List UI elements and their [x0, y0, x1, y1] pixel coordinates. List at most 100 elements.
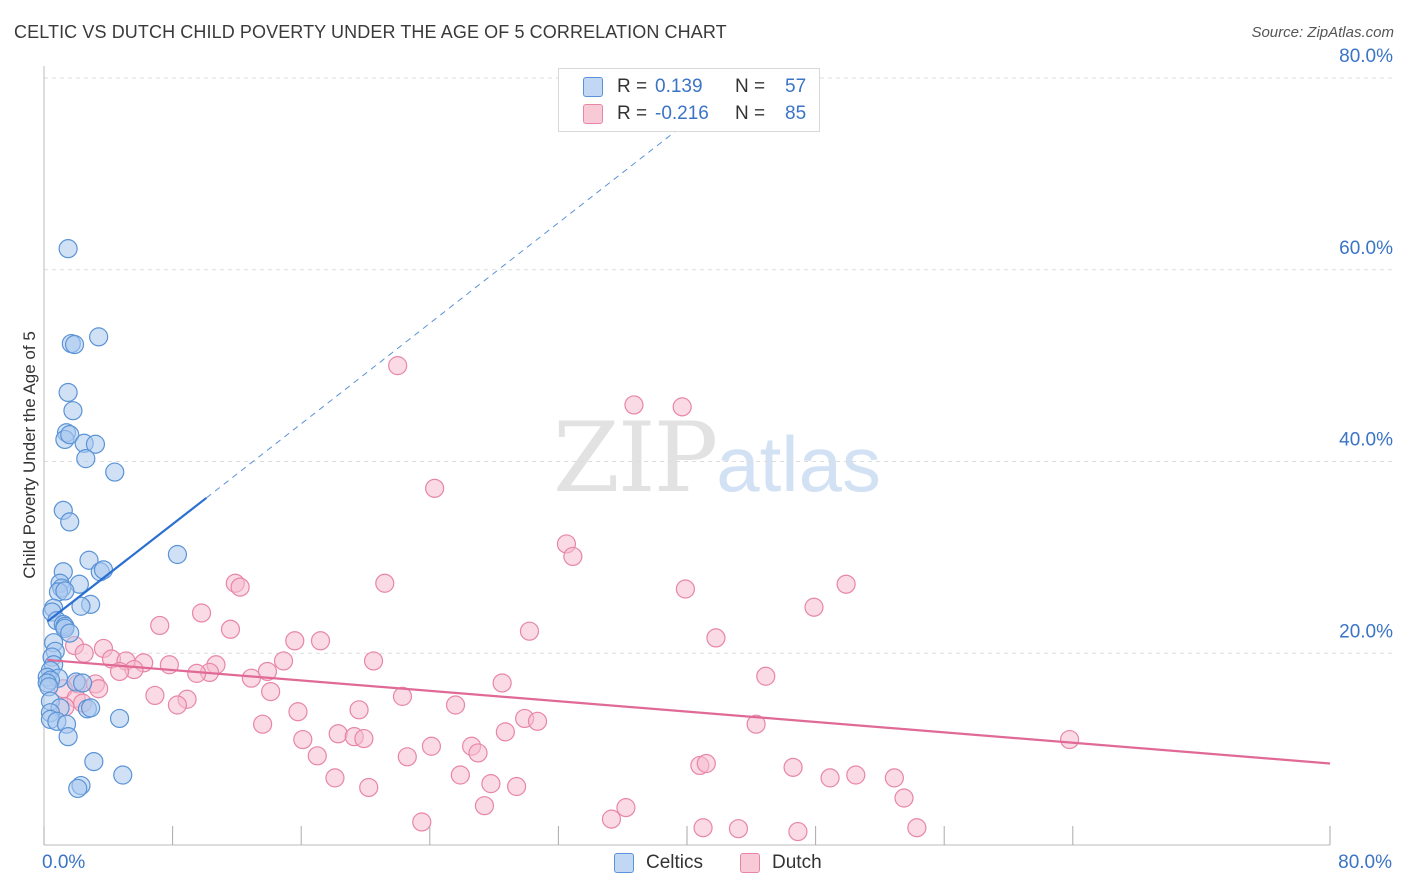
celtics-point	[89, 327, 109, 347]
celtics-trend-line	[46, 497, 208, 623]
dutch-point	[349, 700, 369, 720]
dutch-point	[230, 577, 250, 597]
watermark-zip: ZIP	[553, 402, 718, 514]
celtics-point	[71, 596, 91, 616]
celtics-point	[58, 239, 78, 259]
dutch-point	[397, 747, 417, 767]
dutch-point	[425, 478, 445, 498]
dutch-point	[421, 736, 442, 756]
celtics-point	[60, 425, 80, 445]
dutch-point	[894, 788, 914, 808]
celtics-point	[109, 708, 130, 729]
dutch-point	[820, 768, 840, 788]
dutch-point	[624, 395, 644, 415]
celtics-point	[85, 434, 106, 454]
y-tick-label: 80.0%	[1339, 46, 1393, 67]
celtics-point	[72, 673, 93, 693]
dutch-point	[836, 574, 856, 594]
dutch-point	[392, 686, 413, 706]
dutch-point	[672, 397, 692, 417]
n-label: N =	[735, 76, 766, 97]
dutch-point	[846, 765, 866, 785]
dutch-trend-line	[47, 658, 1331, 765]
r-label: R =	[617, 103, 648, 124]
dutch-swatch	[740, 853, 760, 873]
dutch-point	[474, 796, 495, 816]
x-tick-label-min: 0.0%	[42, 852, 86, 873]
dutch-point	[445, 695, 466, 715]
celtics-point	[76, 449, 96, 469]
dutch-point	[492, 673, 512, 693]
legend-row-celtics: R = 0.139 N = 57	[583, 75, 806, 99]
watermark: ZIPatlas	[553, 402, 881, 514]
dutch-point	[288, 702, 308, 722]
n-value: 85	[785, 103, 807, 124]
celtics-point	[84, 751, 104, 772]
celtics-swatch	[583, 77, 603, 97]
celtics-point	[167, 544, 188, 565]
dutch-point	[706, 628, 726, 648]
celtics-point	[58, 382, 78, 403]
n-label: N =	[735, 103, 766, 124]
n-value: 57	[785, 76, 807, 97]
dutch-point	[354, 728, 374, 749]
dutch-point	[167, 695, 188, 715]
r-label: R =	[617, 76, 648, 97]
dutch-point	[728, 819, 749, 839]
dutch-point	[253, 714, 273, 734]
dutch-point	[1059, 729, 1080, 750]
celtics-swatch	[614, 853, 634, 873]
dutch-point	[328, 724, 348, 744]
celtics-point	[68, 778, 88, 799]
dutch-point	[884, 768, 904, 788]
dutch-point	[746, 714, 766, 734]
y-axis-label: Child Poverty Under the Age of 5	[20, 331, 39, 579]
dutch-point	[601, 809, 622, 829]
dutch-point	[804, 597, 824, 617]
dutch-point	[241, 668, 261, 688]
dutch-point	[74, 643, 94, 663]
legend-label-dutch: Dutch	[772, 852, 822, 873]
dutch-point	[907, 818, 927, 838]
celtics-point	[58, 727, 78, 747]
x-tick-label-max: 80.0%	[1338, 852, 1392, 873]
celtics-point	[63, 401, 83, 421]
source-credit: Source: ZipAtlas.com	[1251, 24, 1394, 41]
dutch-point	[563, 546, 583, 567]
dutch-point	[495, 722, 515, 742]
dutch-point	[693, 818, 713, 838]
series-legend: Celtics Dutch	[0, 852, 1406, 878]
dutch-swatch	[583, 104, 603, 124]
celtics-point	[64, 334, 85, 355]
dutch-point	[481, 774, 501, 794]
celtics-point	[60, 512, 80, 532]
dutch-point	[359, 777, 379, 798]
legend-item-celtics: Celtics	[614, 852, 703, 874]
dutch-point	[468, 743, 488, 763]
celtics-point	[79, 550, 99, 570]
dutch-point	[307, 746, 327, 766]
dutch-point	[293, 729, 313, 750]
celtics-point	[81, 698, 101, 718]
dutch-point	[325, 768, 345, 788]
legend-label-celtics: Celtics	[646, 852, 704, 873]
celtics-point	[55, 581, 75, 601]
legend-item-dutch: Dutch	[740, 852, 822, 874]
dutch-point	[363, 651, 384, 671]
dutch-point	[285, 631, 305, 651]
dutch-point	[375, 573, 395, 593]
dutch-point	[150, 615, 170, 636]
dutch-point	[191, 603, 212, 623]
y-tick-label: 20.0%	[1339, 621, 1393, 642]
dutch-point	[273, 651, 294, 671]
dutch-point	[145, 685, 165, 706]
r-value: -0.216	[655, 103, 709, 124]
dutch-point	[675, 579, 695, 599]
dutch-point	[616, 798, 636, 818]
dutch-point	[388, 356, 408, 376]
correlation-legend: R = 0.139 N = 57 R = -0.216 N = 85	[558, 68, 820, 132]
dutch-point	[788, 821, 808, 842]
celtics-point	[60, 623, 80, 643]
celtics-point	[105, 462, 125, 482]
dutch-point	[89, 679, 109, 699]
